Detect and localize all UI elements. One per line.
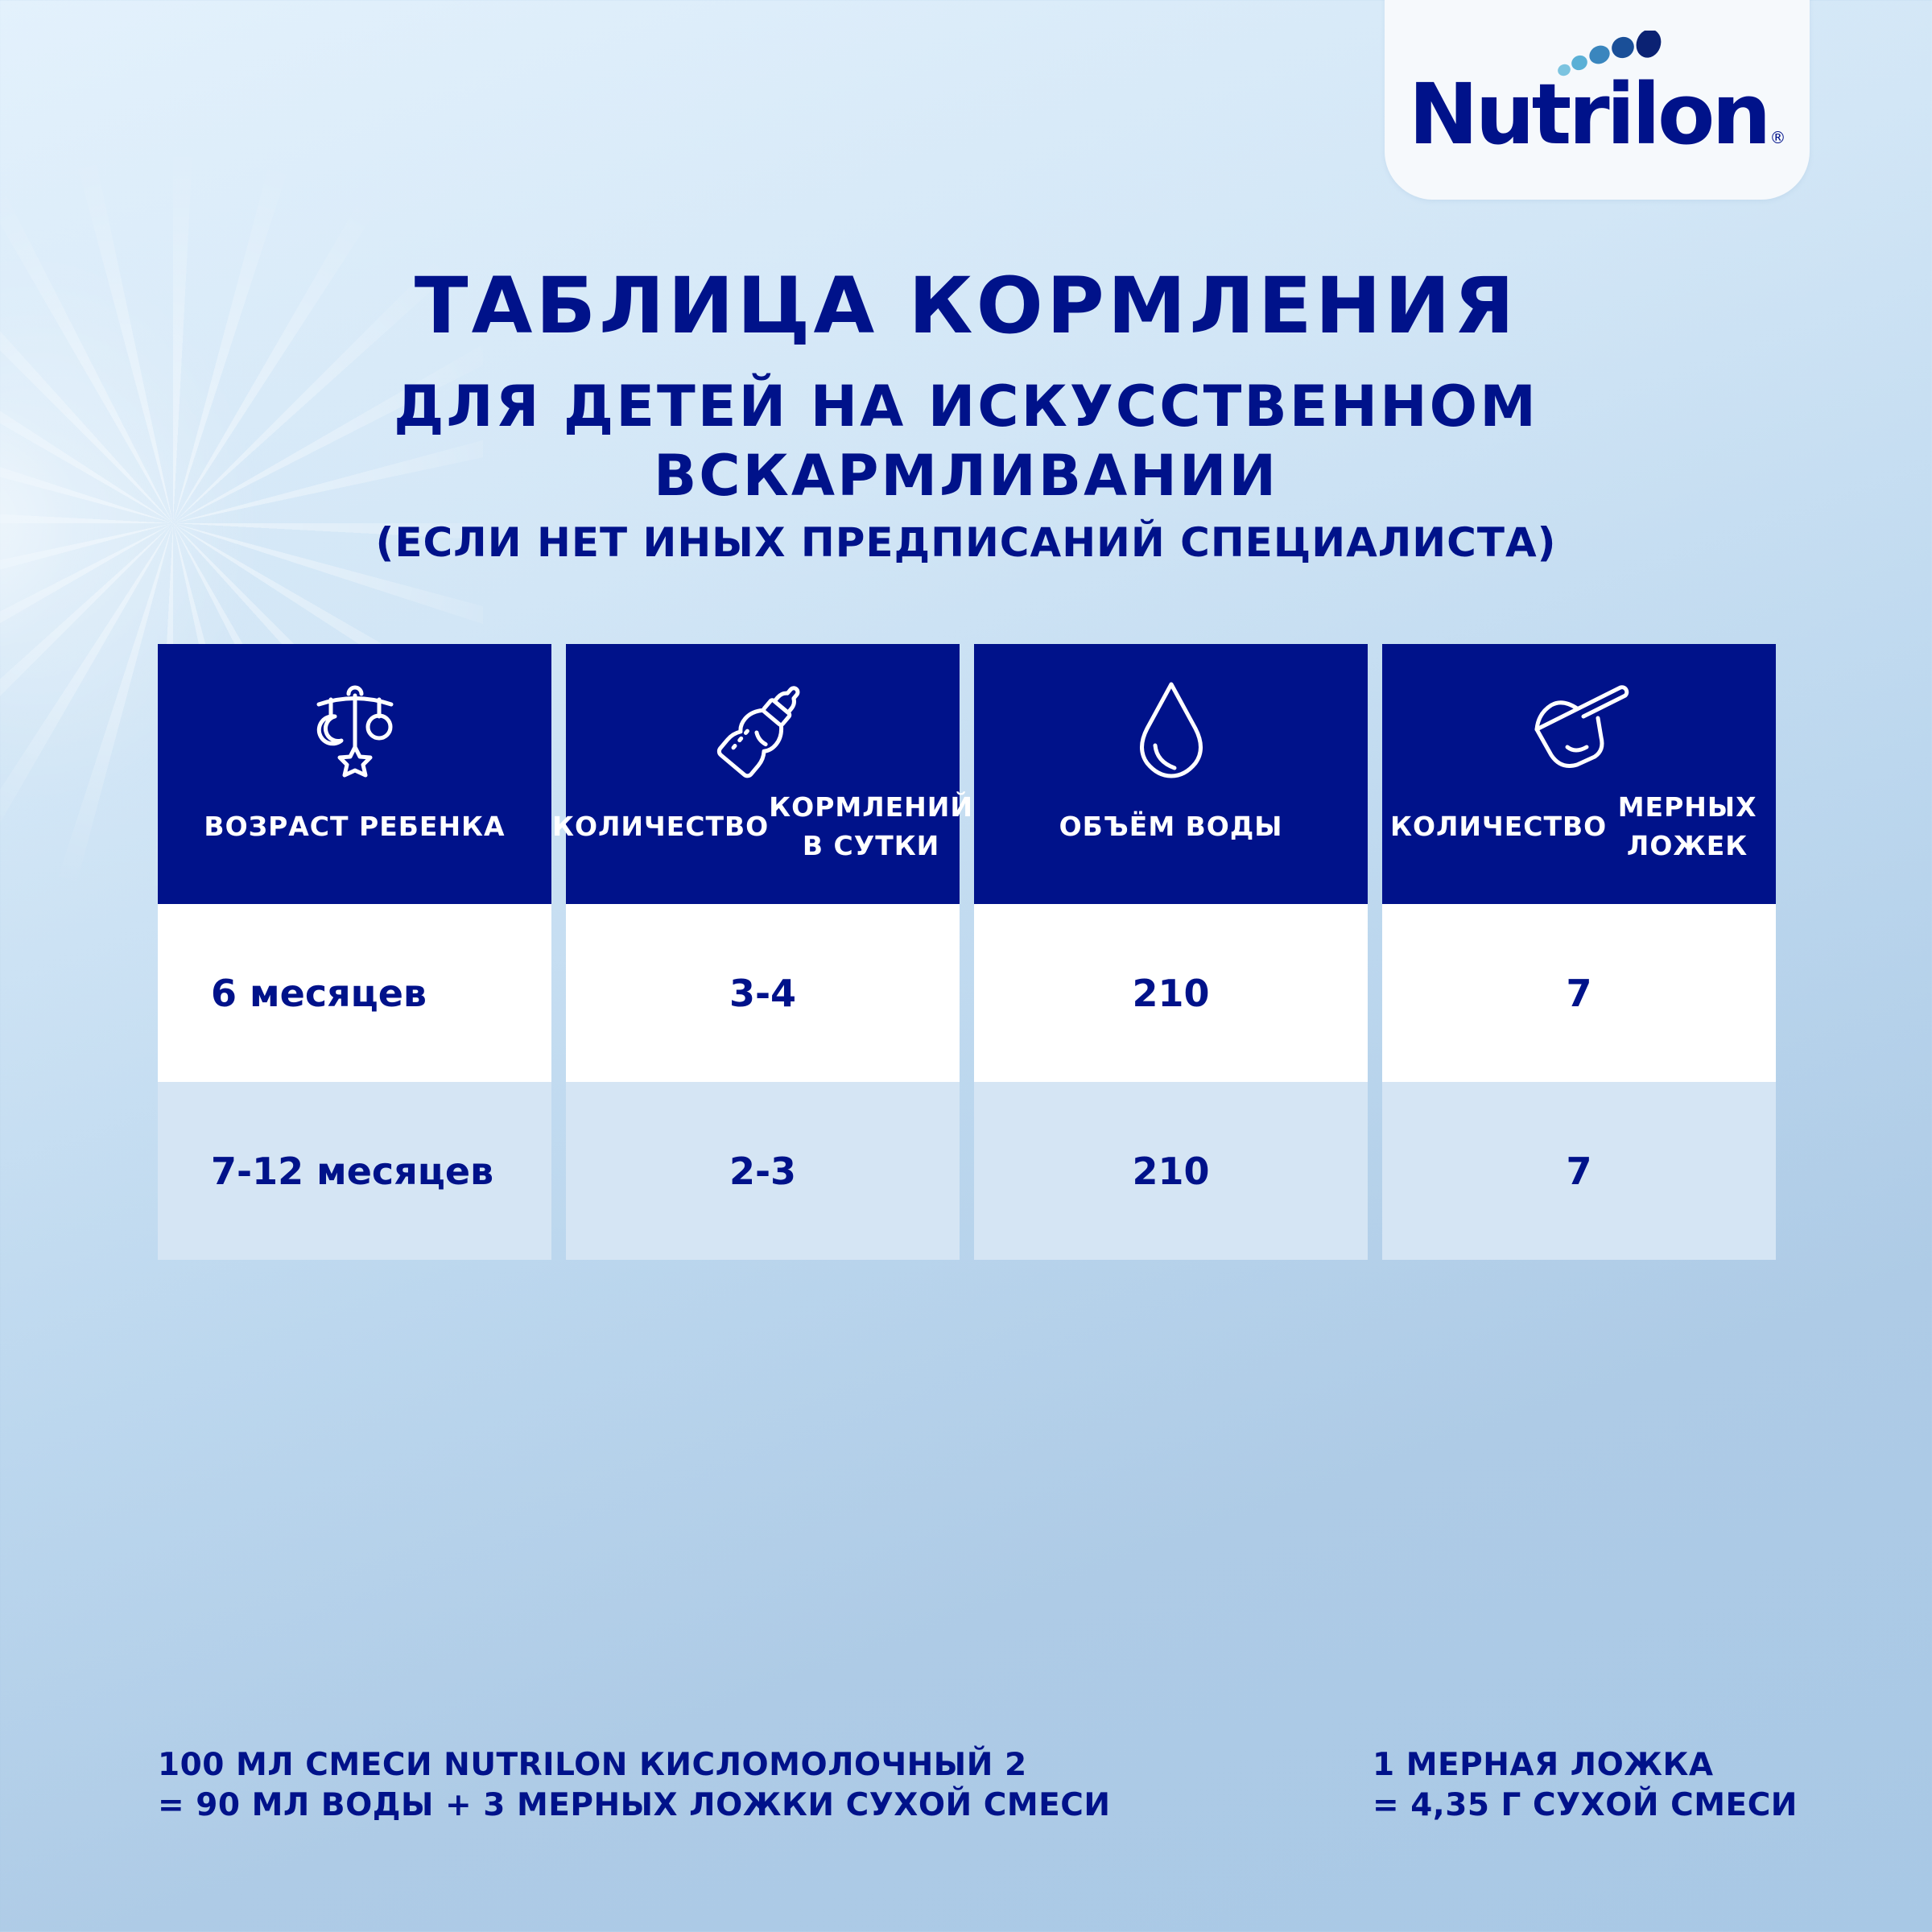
subtitle-line-2: ВСКАРМЛИВАНИИ bbox=[653, 443, 1279, 509]
title-block: ТАБЛИЦА КОРМЛЕНИЯ ДЛЯ ДЕТЕЙ НА ИСКУССТВЕ… bbox=[0, 258, 1932, 568]
brand-logo-card: Nutrilon ® bbox=[1385, 0, 1810, 200]
logo-dots-icon bbox=[1558, 31, 1662, 76]
column-header-age: ВОЗРАСТ РЕБЕНКА bbox=[158, 644, 551, 904]
column-header-label: ВОЗРАСТ РЕБЕНКА bbox=[204, 810, 506, 842]
column-feedings: КОЛИЧЕСТВО КОРМЛЕНИЙ В СУТКИ 3-4 2-3 bbox=[552, 644, 972, 1260]
column-water: ОБЪЁМ ВОДЫ 210 210 bbox=[974, 644, 1368, 1260]
spoon-weight-line-2: = 4,35 Г СУХОЙ СМЕСИ bbox=[1373, 1787, 1798, 1823]
logo-wordmark: Nutrilon bbox=[1408, 65, 1772, 163]
table-cell-spoons-row-2: 7 bbox=[1382, 1082, 1776, 1260]
table-cell-water-row-1: 210 bbox=[974, 904, 1368, 1082]
mixing-ratio-line-1: 100 МЛ СМЕСИ NUTRILON КИСЛОМОЛОЧНЫЙ 2 bbox=[158, 1747, 1027, 1783]
column-header-label: КОЛИЧЕСТВО МЕРНЫХ ЛОЖЕК bbox=[1390, 791, 1757, 861]
page-subtitle: ДЛЯ ДЕТЕЙ НА ИСКУССТВЕННОМ ВСКАРМЛИВАНИИ bbox=[0, 372, 1932, 510]
column-header-feedings: КОЛИЧЕСТВО КОРМЛЕНИЙ В СУТКИ bbox=[552, 644, 972, 904]
subtitle-line-1: ДЛЯ ДЕТЕЙ НА ИСКУССТВЕННОМ bbox=[394, 374, 1538, 440]
table-cell-feedings-row-2: 2-3 bbox=[566, 1082, 960, 1260]
table-cell-feedings-row-1: 3-4 bbox=[566, 904, 960, 1082]
column-header-label: ОБЪЁМ ВОДЫ bbox=[1059, 810, 1283, 842]
spoon-weight-note: 1 МЕРНАЯ ЛОЖКА = 4,35 Г СУХОЙ СМЕСИ bbox=[1373, 1745, 1798, 1826]
baby-mobile-icon bbox=[316, 685, 393, 778]
page-title: ТАБЛИЦА КОРМЛЕНИЯ bbox=[414, 261, 1518, 351]
specialist-note: (ЕСЛИ НЕТ ИНЫХ ПРЕДПИСАНИЙ СПЕЦИАЛИСТА) bbox=[375, 519, 1557, 566]
column-header-label: КОЛИЧЕСТВО КОРМЛЕНИЙ В СУТКИ bbox=[551, 791, 974, 861]
mixing-ratio-line-2: = 90 МЛ ВОДЫ + 3 МЕРНЫХ ЛОЖКИ СУХОЙ СМЕС… bbox=[158, 1787, 1111, 1823]
measuring-spoon-icon bbox=[1534, 685, 1629, 768]
column-spoons: КОЛИЧЕСТВО МЕРНЫХ ЛОЖЕК 7 7 bbox=[1382, 644, 1776, 1260]
column-age: ВОЗРАСТ РЕБЕНКА 6 месяцев 7-12 месяцев bbox=[158, 644, 551, 1260]
table-cell-spoons-row-1: 7 bbox=[1382, 904, 1776, 1082]
mixing-ratio-note: 100 МЛ СМЕСИ NUTRILON КИСЛОМОЛОЧНЫЙ 2 = … bbox=[158, 1745, 1111, 1826]
registered-mark: ® bbox=[1769, 128, 1786, 147]
water-drop-icon bbox=[1139, 682, 1203, 778]
table-cell-age-row-1: 6 месяцев bbox=[158, 904, 551, 1082]
table-cell-water-row-2: 210 bbox=[974, 1082, 1368, 1260]
column-header-water: ОБЪЁМ ВОДЫ bbox=[974, 644, 1368, 904]
column-header-spoons: КОЛИЧЕСТВО МЕРНЫХ ЛОЖЕК bbox=[1382, 644, 1776, 904]
brand-logo: Nutrilon ® bbox=[1385, 72, 1810, 156]
table-cell-age-row-2: 7-12 месяцев bbox=[158, 1082, 551, 1260]
spoon-weight-line-1: 1 МЕРНАЯ ЛОЖКА bbox=[1373, 1747, 1714, 1783]
baby-bottle-icon bbox=[716, 686, 799, 778]
